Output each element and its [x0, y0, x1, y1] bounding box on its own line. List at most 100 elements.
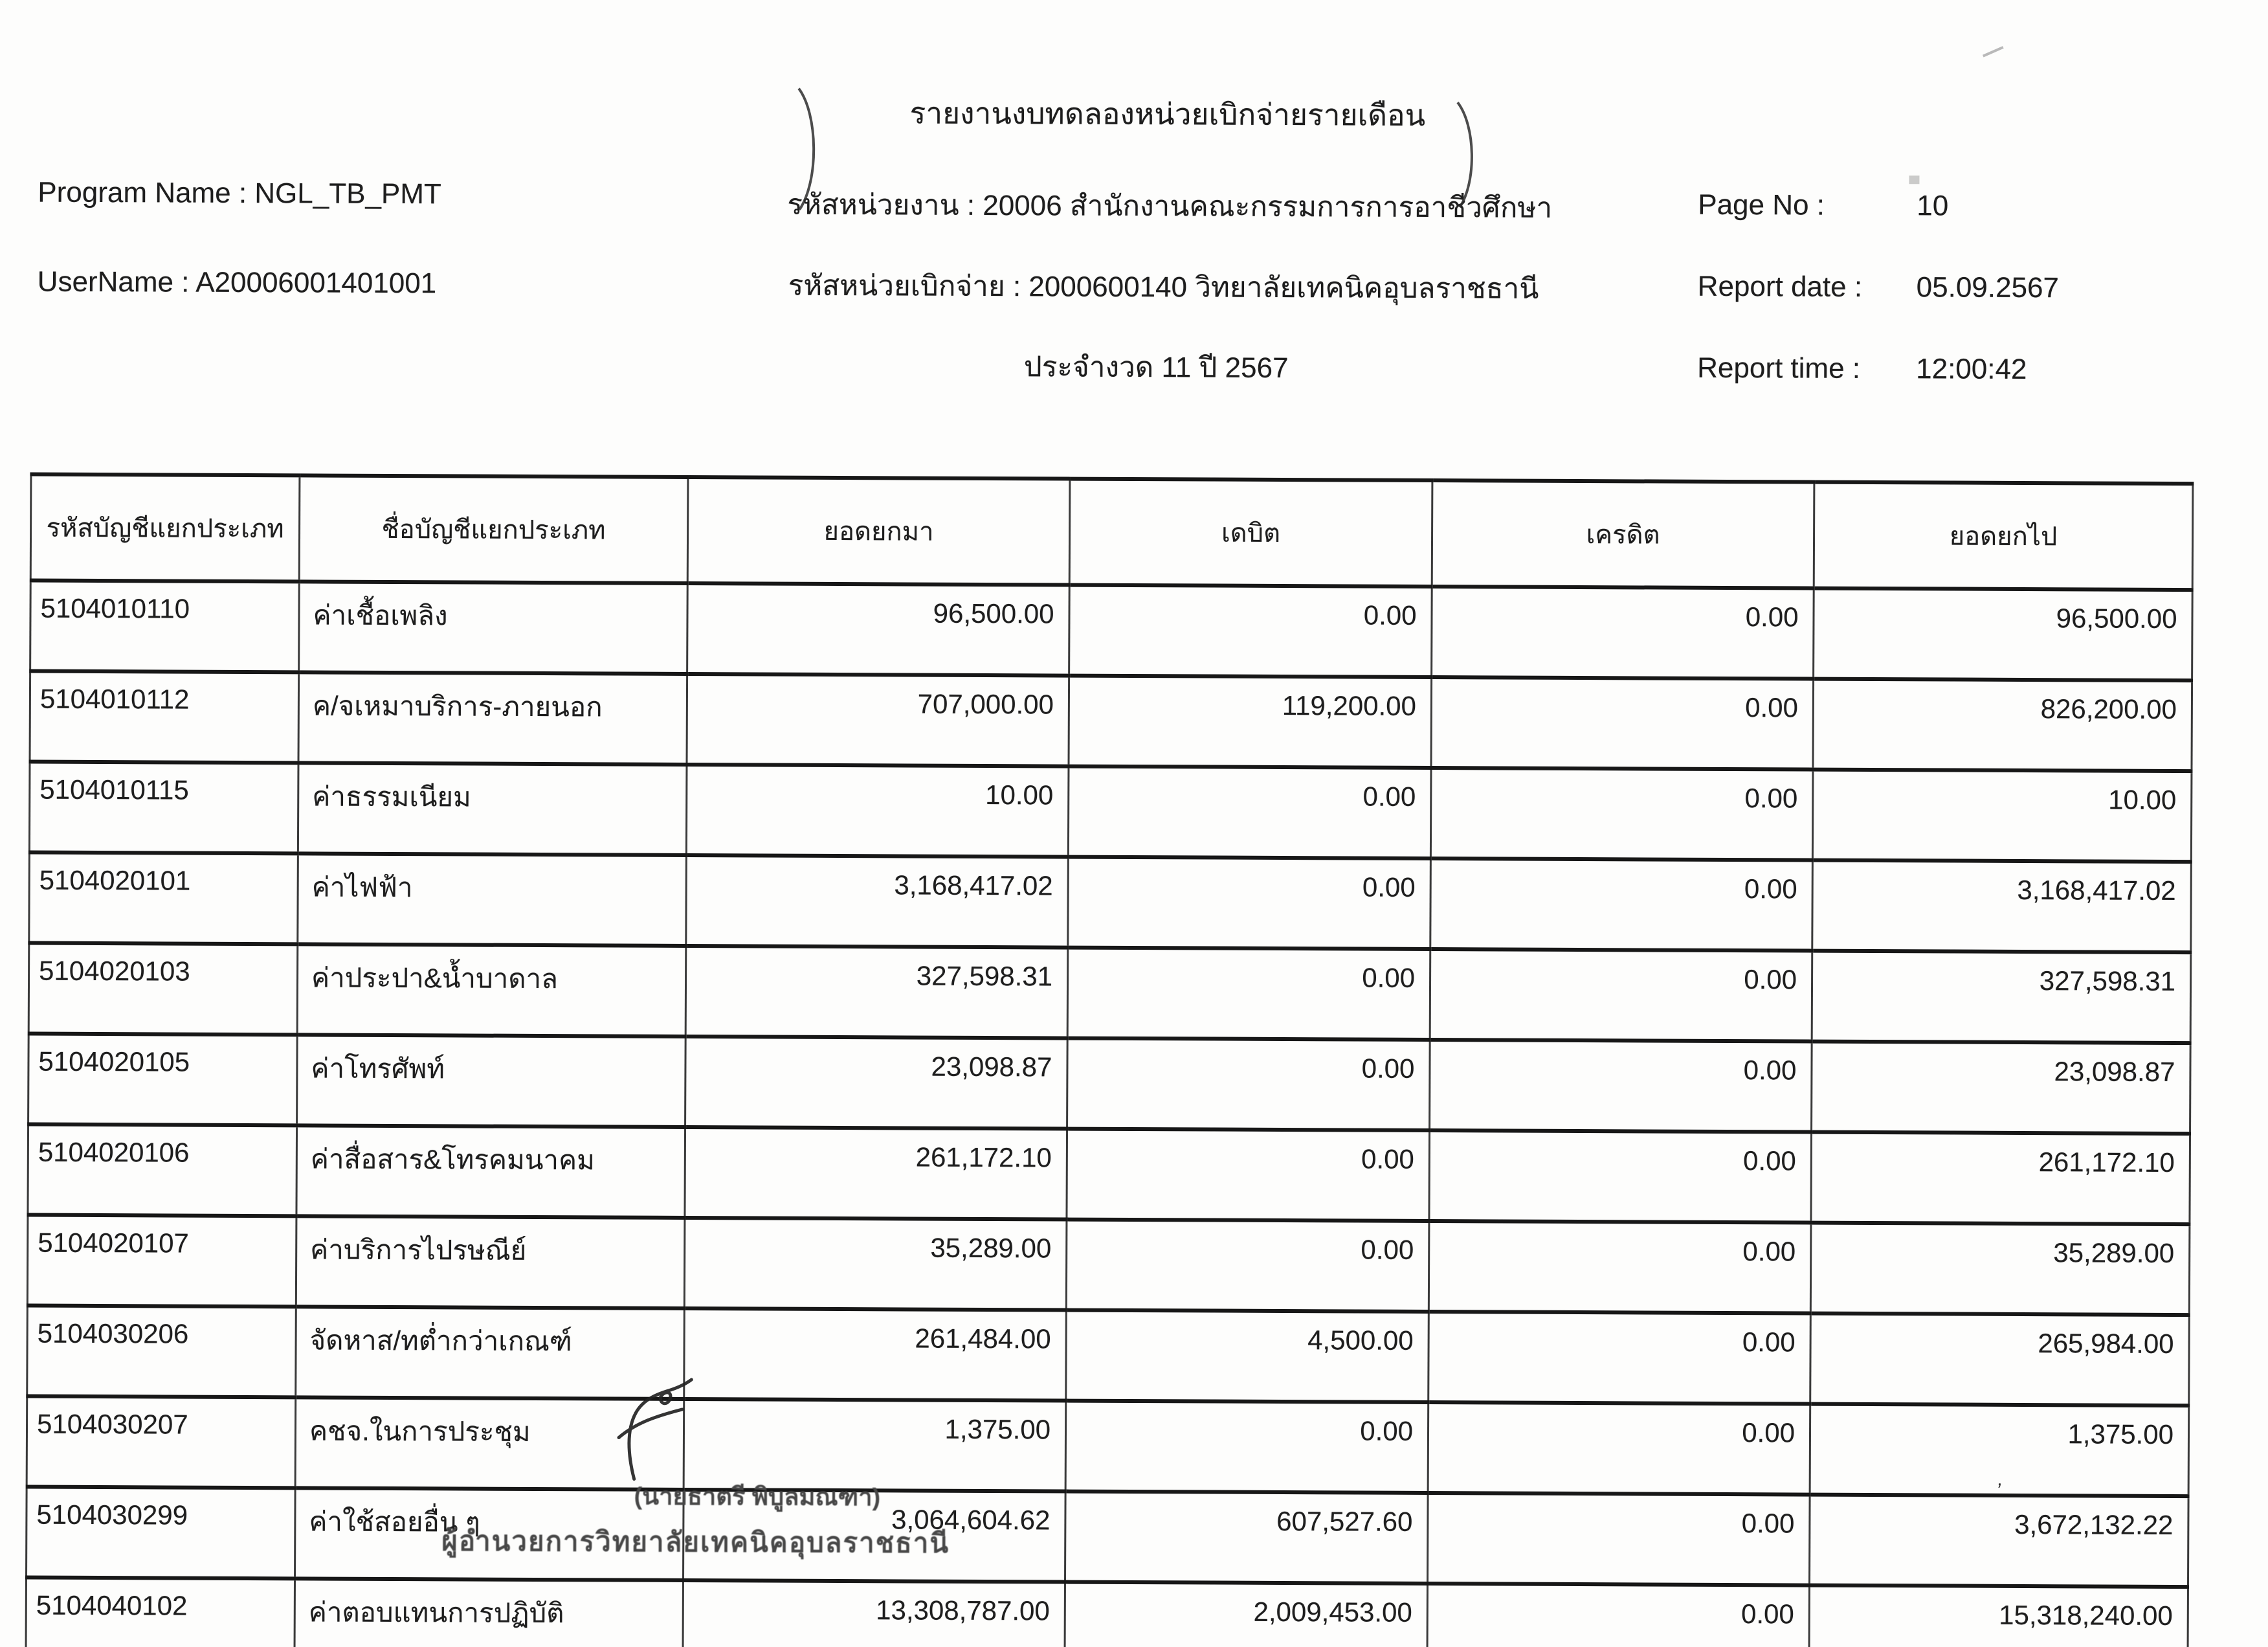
cell-bring-forward: 327,598.31 [685, 945, 1068, 1038]
program-name-label: Program Name : [38, 176, 247, 210]
cell-credit: 0.00 [1427, 1583, 1810, 1647]
table-row: 5104010115 ค่าธรรมเนียม 10.00 0.00 0.00 … [29, 761, 2192, 862]
program-name-value: NGL_TB_PMT [254, 177, 441, 210]
cell-debit: 0.00 [1067, 1038, 1430, 1130]
cell-carry-forward: 826,200.00 [1812, 678, 2192, 772]
table-row: 5104030207 คชจ.ในการประชุม 1,375.00 0.00… [27, 1396, 2189, 1497]
page-no-label: Page No : [1698, 188, 1825, 221]
cell-carry-forward: 23,098.87 [1811, 1041, 2191, 1134]
table-row: 5104020107 ค่าบริการไปรษณีย์ 35,289.00 0… [27, 1215, 2190, 1316]
cell-account-code: 5104040102 [25, 1577, 295, 1647]
cell-bring-forward: 3,168,417.02 [685, 855, 1069, 948]
cell-bring-forward: 96,500.00 [687, 583, 1070, 676]
column-header-credit: เครดิต [1432, 480, 1814, 588]
table-header: รหัสบัญชีแยกประเภท ชื่อบัญชีแยกประเภท ยอ… [30, 474, 2193, 590]
program-name-line: Program Name : NGL_TB_PMT [38, 177, 441, 211]
cell-debit: 0.00 [1066, 1219, 1429, 1312]
cell-account-name: ค่าตอบแทนการปฏิบัติ [294, 1578, 684, 1647]
cell-carry-forward: 15,318,240.00 [1808, 1585, 2188, 1647]
column-header-debit: เดบิต [1069, 478, 1432, 587]
cell-account-code: 5104010115 [29, 761, 299, 854]
report-date-label: Report date : [1697, 270, 1863, 303]
table-row: 5104030299 ค่าใช้สอยอื่น ๆ 3,064,604.62 … [26, 1486, 2189, 1587]
cell-account-code: 5104020101 [28, 852, 298, 945]
cell-credit: 0.00 [1431, 587, 1814, 679]
cell-carry-forward: 3,672,132.22 [1809, 1494, 2189, 1587]
cell-account-name: ค่าบริการไปรษณีย์ [296, 1216, 685, 1308]
cell-debit: 119,200.00 [1068, 675, 1432, 768]
cell-carry-forward: 3,168,417.02 [1812, 860, 2192, 953]
cell-carry-forward: 265,984.00 [1810, 1313, 2190, 1406]
cell-carry-forward: 10.00 [1812, 769, 2192, 862]
cell-debit: 0.00 [1066, 1128, 1430, 1221]
cell-credit: 0.00 [1430, 949, 1812, 1042]
table-row: 5104010110 ค่าเชื้อเพลิง 96,500.00 0.00 … [30, 580, 2193, 681]
report-title: รายงานงบทดลองหน่วยเบิกจ่ายรายเดือน [909, 96, 1426, 132]
cell-debit: 607,527.60 [1065, 1491, 1429, 1584]
cell-account-name: ค่าสื่อสาร&โทรคมนาคม [296, 1125, 685, 1218]
cell-account-name: ค่าประปา&น้ำบาดาล [297, 944, 686, 1036]
username-line: UserName : A20006001401001 [38, 266, 437, 300]
column-header-bring-forward: ยอดยกมา [687, 476, 1070, 585]
cell-account-code: 5104010112 [30, 671, 299, 763]
report-time-value: 12:00:42 [1916, 353, 2027, 386]
cell-debit: 0.00 [1067, 857, 1431, 950]
trial-balance-table: รหัสบัญชีแยกประเภท ชื่อบัญชีแยกประเภท ยอ… [25, 473, 2194, 1647]
cell-bring-forward: 261,172.10 [684, 1126, 1067, 1220]
cell-bring-forward: 261,484.00 [684, 1308, 1067, 1401]
stamp-director-position: ผู้อำนวยการวิทยาลัยเทคนิคอุบลราชธานี [441, 1525, 950, 1558]
cell-bring-forward: 13,308,787.00 [682, 1580, 1065, 1647]
cell-account-code: 5104020103 [28, 943, 298, 1035]
org-code-line: รหัสหน่วยงาน : 20006 สำนักงานคณะกรรมการก… [787, 188, 1553, 224]
table-row: 5104010112 ค/จเหมาบริการ-ภายนอก 707,000.… [30, 671, 2192, 772]
cell-account-code: 5104020105 [28, 1033, 298, 1126]
username-label: UserName : [37, 265, 190, 298]
scan-dot-artifact [1909, 175, 1920, 185]
column-header-carry-forward: ยอดยกไป [1814, 482, 2193, 590]
table-header-row: รหัสบัญชีแยกประเภท ชื่อบัญชีแยกประเภท ยอ… [30, 474, 2193, 590]
report-time-label: Report time : [1697, 352, 1861, 385]
cell-credit: 0.00 [1427, 1492, 1810, 1585]
cell-account-name: ค/จเหมาบริการ-ภายนอก [298, 672, 687, 765]
cell-credit: 0.00 [1430, 677, 1814, 770]
scan-paren-mark-left [797, 87, 816, 210]
cell-credit: 0.00 [1430, 858, 1813, 951]
signature-scribble [617, 1378, 693, 1481]
cell-bring-forward: 10.00 [686, 764, 1069, 857]
cell-bring-forward: 35,289.00 [684, 1217, 1067, 1310]
cell-account-code: 5104030206 [27, 1305, 296, 1398]
cell-account-code: 5104010110 [30, 580, 300, 673]
cell-debit: 0.00 [1069, 585, 1432, 678]
page-no-value: 10 [1917, 190, 1949, 222]
cell-credit: 0.00 [1429, 1220, 1811, 1314]
report-date-value: 05.09.2567 [1916, 271, 2060, 304]
table-row: 5104020106 ค่าสื่อสาร&โทรคมนาคม 261,172.… [27, 1124, 2190, 1225]
table-row: 5104020103 ค่าประปา&น้ำบาดาล 327,598.31 … [28, 943, 2191, 1044]
cell-carry-forward: 327,598.31 [1812, 950, 2191, 1044]
column-header-account-name: ชื่อบัญชีแยกประเภท [299, 475, 688, 583]
cell-account-code: 5104020107 [27, 1215, 296, 1307]
cell-bring-forward: 23,098.87 [685, 1036, 1068, 1129]
scan-paren-mark-right [1456, 101, 1473, 208]
cell-account-code: 5104020106 [27, 1124, 297, 1216]
cell-credit: 0.00 [1428, 1311, 1811, 1404]
cell-debit: 4,500.00 [1065, 1310, 1429, 1402]
cell-debit: 0.00 [1065, 1400, 1429, 1493]
cell-debit: 0.00 [1068, 766, 1431, 859]
cell-debit: 0.00 [1067, 947, 1430, 1040]
cell-account-name: ค่าไฟฟ้า [297, 853, 687, 946]
stamp-director-name: (นายธาตรี พิบูลมณฑา) [634, 1483, 881, 1512]
cell-account-code: 5104030207 [27, 1396, 296, 1488]
cell-carry-forward: 96,500.00 [1813, 588, 2193, 681]
disbursement-unit-line: รหัสหน่วยเบิกจ่าย : 2000600140 วิทยาลัยเ… [788, 269, 1539, 305]
table-row: 5104040102 ค่าตอบแทนการปฏิบัติ 13,308,78… [25, 1577, 2188, 1647]
account-table-body: 5104010110 ค่าเชื้อเพลิง 96,500.00 0.00 … [25, 580, 2193, 1647]
cell-credit: 0.00 [1428, 1402, 1810, 1495]
scan-dash-artifact [1982, 46, 2004, 58]
cell-credit: 0.00 [1429, 1039, 1812, 1132]
table-row: 5104020105 ค่าโทรศัพท์ 23,098.87 0.00 0.… [28, 1033, 2191, 1134]
cell-account-name: ค่าโทรศัพท์ [296, 1035, 686, 1127]
cell-bring-forward: 707,000.00 [687, 673, 1069, 767]
